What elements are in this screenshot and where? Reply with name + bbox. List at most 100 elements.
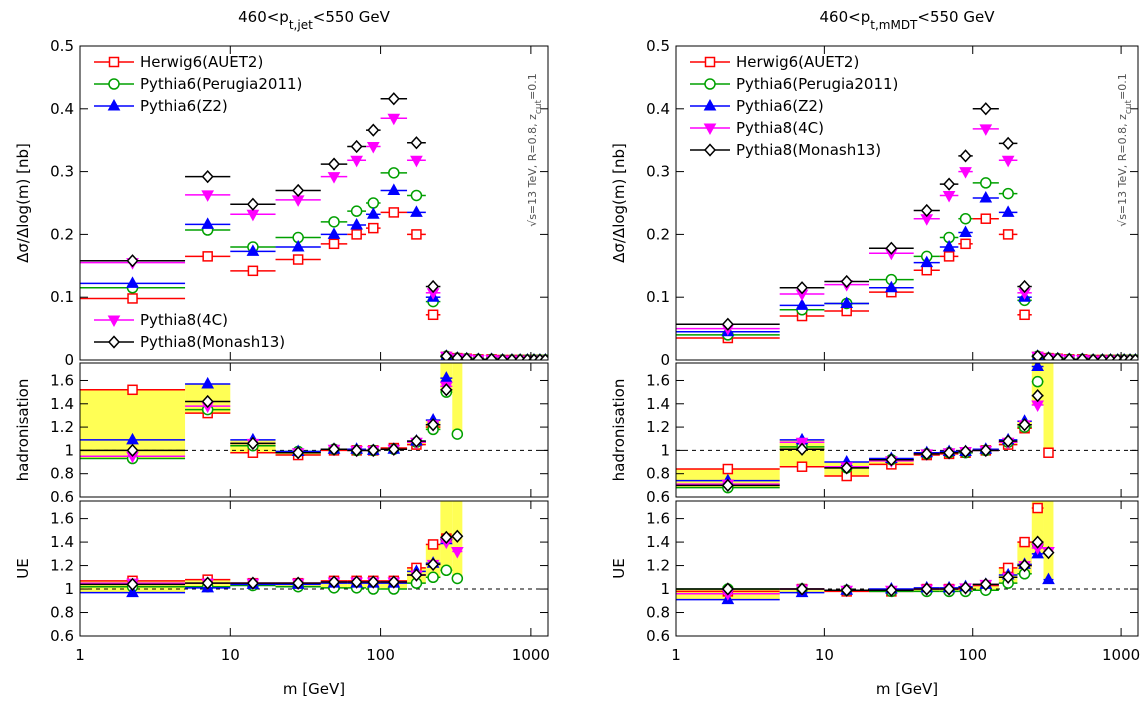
marker bbox=[201, 576, 214, 590]
data-point bbox=[913, 203, 940, 218]
marker bbox=[1002, 187, 1014, 200]
y-tick-label: 0.4 bbox=[646, 100, 670, 118]
marker bbox=[943, 582, 956, 596]
data-point bbox=[347, 155, 367, 168]
legend-marker bbox=[108, 56, 120, 68]
marker bbox=[920, 582, 933, 596]
data-point bbox=[407, 568, 426, 582]
data-point bbox=[1017, 309, 1032, 321]
data-point bbox=[185, 376, 231, 389]
data-point bbox=[1096, 353, 1109, 360]
y-tick-label: 0.3 bbox=[646, 163, 670, 181]
marker bbox=[410, 155, 423, 168]
data-point bbox=[939, 231, 959, 244]
marker bbox=[920, 255, 934, 268]
x-axis-label: m [GeV] bbox=[283, 680, 345, 698]
legend-entry: Pythia8(Monash13) bbox=[690, 141, 881, 159]
x-tick-label: 1000 bbox=[1102, 646, 1140, 664]
marker bbox=[368, 222, 379, 234]
data-point bbox=[779, 442, 825, 456]
data-point bbox=[779, 281, 825, 295]
legend-entry: Pythia6(Perugia2011) bbox=[94, 75, 302, 93]
data-point bbox=[1087, 353, 1100, 360]
legend-marker bbox=[107, 98, 121, 111]
marker bbox=[943, 446, 956, 460]
marker bbox=[327, 442, 341, 456]
marker bbox=[367, 443, 380, 458]
data-point bbox=[320, 575, 348, 589]
chart-title-sub: t,jet bbox=[289, 18, 313, 32]
marker bbox=[885, 583, 898, 597]
chart: 460<pt,mMDT<550 GeV 0 0.1 0.2 0.3 0.4 0.5 Δσ/Δl… bbox=[610, 8, 1140, 698]
data-point bbox=[1129, 353, 1138, 360]
y-tick-label: 0.1 bbox=[646, 288, 670, 306]
marker bbox=[246, 436, 259, 451]
data-point bbox=[939, 239, 959, 252]
marker bbox=[959, 149, 972, 163]
marker bbox=[722, 463, 734, 475]
marker bbox=[411, 229, 422, 240]
data-point bbox=[451, 572, 464, 585]
marker bbox=[1019, 309, 1030, 321]
chart-title-sub: t,mMDT bbox=[870, 18, 918, 32]
marker bbox=[1031, 400, 1044, 412]
y-tick-label: 1.6 bbox=[646, 371, 670, 389]
y-tick-label: 0.5 bbox=[50, 37, 74, 55]
y-tick-label: 1.6 bbox=[646, 510, 670, 528]
marker bbox=[350, 575, 363, 589]
marker bbox=[410, 568, 423, 582]
y-axis-label: UE bbox=[610, 558, 628, 578]
data-point bbox=[80, 585, 186, 598]
data-point bbox=[366, 443, 381, 458]
marker bbox=[291, 239, 305, 252]
x-tick-label: 1000 bbox=[512, 646, 550, 664]
marker bbox=[959, 212, 972, 225]
data-point bbox=[471, 352, 486, 360]
marker bbox=[959, 225, 972, 238]
data-point bbox=[1076, 352, 1089, 360]
data-point bbox=[779, 582, 825, 596]
axes-frame bbox=[675, 362, 1139, 498]
y-tick-label: 0.6 bbox=[50, 488, 74, 506]
y-tick-label: 0.6 bbox=[50, 627, 74, 645]
marker bbox=[367, 197, 380, 209]
data-point bbox=[1043, 447, 1054, 458]
data-point bbox=[275, 183, 321, 198]
y-tick-label: 1.2 bbox=[50, 418, 74, 436]
marker bbox=[201, 190, 215, 202]
data-point bbox=[380, 167, 408, 179]
marker bbox=[350, 155, 363, 168]
y-tick-label: 0.8 bbox=[50, 465, 74, 483]
data-point bbox=[451, 529, 464, 543]
marker bbox=[942, 190, 956, 203]
marker bbox=[126, 254, 139, 268]
marker bbox=[246, 244, 260, 256]
marker bbox=[1042, 572, 1055, 585]
marker bbox=[246, 576, 259, 590]
chart-title-main: 460<p bbox=[238, 8, 289, 26]
data-point bbox=[366, 207, 381, 219]
marker bbox=[410, 189, 423, 202]
y-tick-label: 0 bbox=[660, 351, 670, 369]
marker bbox=[350, 139, 363, 154]
y-tick-label: 0 bbox=[64, 351, 74, 369]
data-point bbox=[824, 274, 870, 289]
data-point bbox=[440, 349, 453, 360]
marker bbox=[440, 383, 453, 397]
data-point bbox=[676, 478, 780, 492]
marker bbox=[366, 141, 380, 154]
marker bbox=[451, 529, 464, 543]
chart: 460<pt,jet<550 GeV 0 0.1 0.2 0.3 0.4 0.5 Δσ/Δlo… bbox=[14, 8, 550, 698]
data-point bbox=[998, 434, 1018, 448]
data-point bbox=[505, 353, 518, 360]
marker bbox=[410, 136, 423, 150]
marker bbox=[292, 576, 305, 590]
legend-marker bbox=[703, 98, 717, 111]
marker bbox=[1063, 352, 1076, 360]
marker bbox=[427, 309, 439, 321]
uncertainty-band bbox=[1043, 363, 1054, 453]
data-point bbox=[913, 255, 940, 268]
data-point bbox=[80, 293, 186, 304]
y-axis-label: UE bbox=[14, 558, 32, 578]
marker bbox=[327, 157, 341, 171]
